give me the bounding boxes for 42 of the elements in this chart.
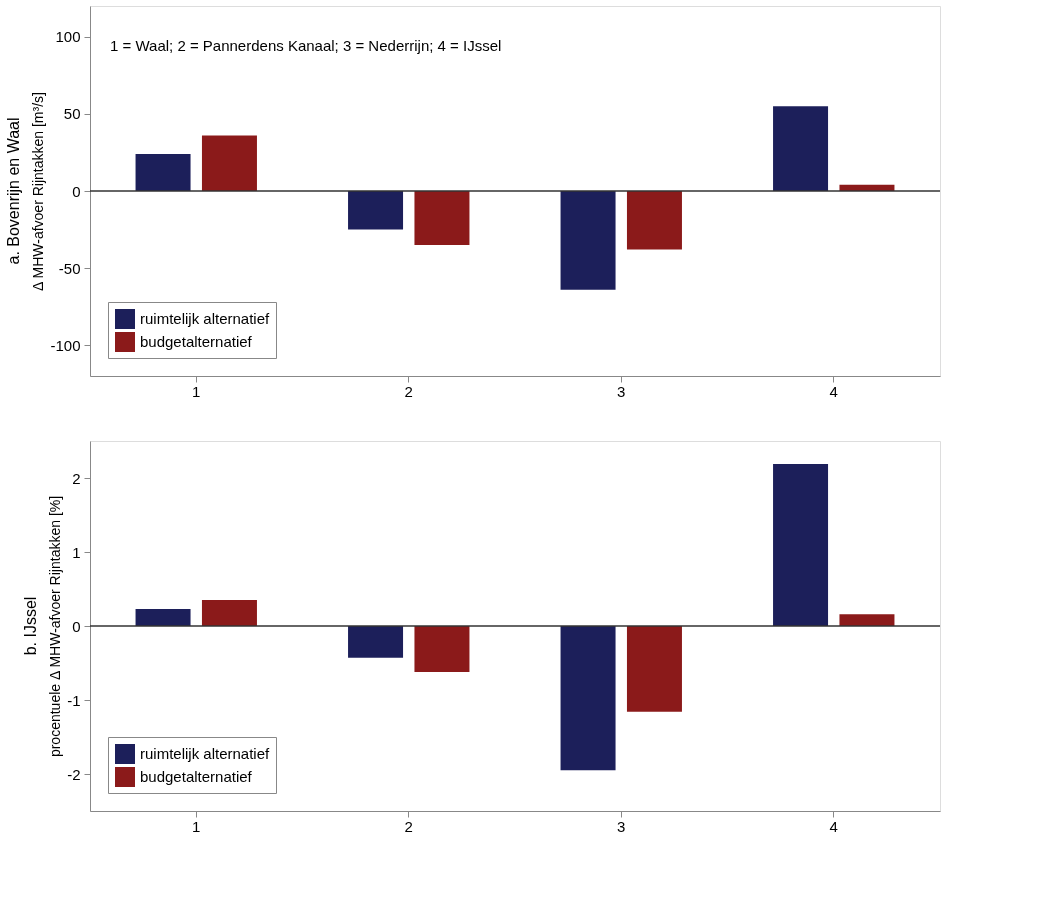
y-tick-label: -50 — [58, 259, 81, 277]
bar — [773, 463, 829, 626]
y-tick-label: 2 — [72, 469, 81, 487]
bar — [626, 626, 682, 712]
y-tick-label: -2 — [67, 765, 81, 783]
bar — [773, 106, 829, 191]
y-tick-label: -1 — [67, 691, 81, 709]
bar — [839, 614, 895, 626]
x-tick-label: 1 — [192, 382, 201, 400]
y-tick-label: 50 — [63, 105, 81, 123]
x-tick-label: 3 — [617, 382, 626, 400]
bar — [135, 154, 191, 191]
legend-label: ruimtelijk alternatief — [140, 310, 271, 327]
y-tick-label: 0 — [72, 182, 81, 200]
y-axis-title: procentuele Δ MHW-afvoer Rijntakken [%] — [47, 495, 64, 758]
text: a. Bovenrijn en Waal — [4, 117, 22, 265]
x-tick-label: 4 — [829, 817, 838, 835]
x-tick-label: 1 — [192, 817, 201, 835]
x-tick-label: 4 — [829, 382, 838, 400]
legend-label: budgetalternatief — [140, 333, 253, 350]
y-tick-label: -100 — [50, 336, 81, 354]
bar — [560, 191, 616, 290]
legend-label: budgetalternatief — [140, 768, 253, 785]
bar — [348, 191, 404, 230]
bar — [560, 626, 616, 771]
bar — [414, 626, 470, 672]
y-tick-label: 1 — [72, 543, 81, 561]
bar — [626, 191, 682, 250]
bar — [201, 600, 257, 626]
bar — [135, 608, 191, 626]
bar — [414, 191, 470, 245]
bar — [348, 626, 404, 658]
y-tick-label: 100 — [55, 28, 81, 46]
x-tick-label: 3 — [617, 817, 626, 835]
annotation: 1 = Waal; 2 = Pannerdens Kanaal; 3 = Nederrijn; 4 = IJssel — [110, 37, 502, 54]
bar — [201, 135, 257, 191]
x-tick-label: 2 — [404, 382, 413, 400]
y-tick-label: 0 — [72, 617, 81, 635]
x-tick-label: 2 — [404, 817, 413, 835]
y-axis-title: Δ MHW-afvoer Rijntakken [m³/s] — [30, 92, 47, 291]
legend-label: ruimtelijk alternatief — [140, 745, 271, 762]
text: b. IJssel — [21, 596, 39, 656]
